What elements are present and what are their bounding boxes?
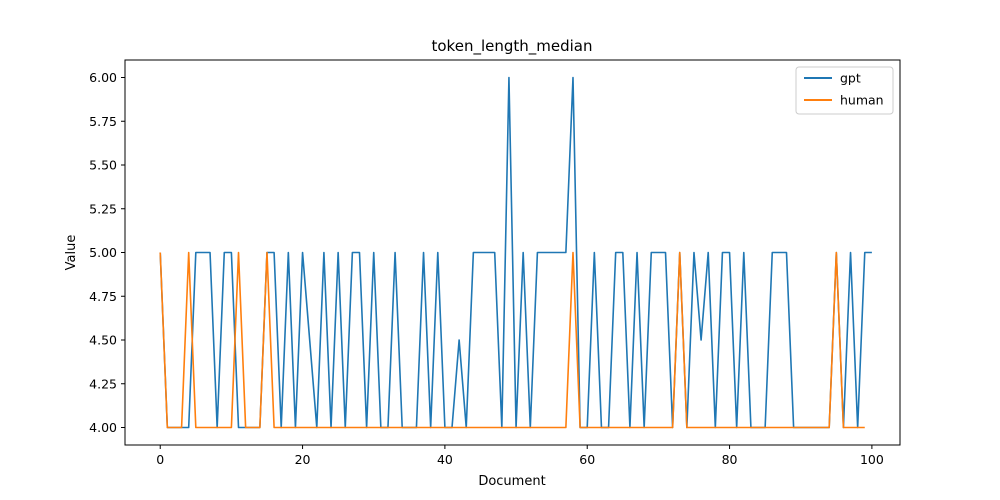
- x-axis: 0 20 40 60 80 100: [156, 445, 884, 467]
- x-tick-label: 100: [860, 452, 884, 467]
- x-tick-label: 40: [437, 452, 453, 467]
- y-tick-label: 5.75: [89, 114, 117, 129]
- series-layer: [159, 76, 872, 429]
- y-tick-label: 5.25: [89, 201, 117, 216]
- x-tick-label: 20: [295, 452, 311, 467]
- series-line-human: [159, 251, 865, 429]
- y-tick-label: 5.50: [89, 158, 117, 173]
- y-tick-label: 4.25: [89, 376, 117, 391]
- y-tick-label: 5.00: [89, 245, 117, 260]
- legend: gpt human: [795, 66, 894, 115]
- chart-title: token_length_median: [432, 37, 593, 56]
- x-axis-title: Document: [478, 474, 545, 489]
- y-axis-title: Value: [64, 235, 79, 271]
- x-tick-label: 80: [722, 452, 738, 467]
- y-tick-label: 4.75: [89, 289, 117, 304]
- y-tick-label: 4.00: [89, 420, 117, 435]
- legend-label-human: human: [840, 93, 884, 108]
- y-axis: 4.00 4.25 4.50 4.75 5.00 5.25 5.50 5.75 6.00: [89, 70, 125, 435]
- y-tick-label: 6.00: [89, 70, 117, 85]
- x-tick-label: 60: [579, 452, 595, 467]
- y-tick-label: 4.50: [89, 333, 117, 348]
- x-tick-label: 0: [156, 452, 164, 467]
- legend-label-gpt: gpt: [840, 71, 861, 86]
